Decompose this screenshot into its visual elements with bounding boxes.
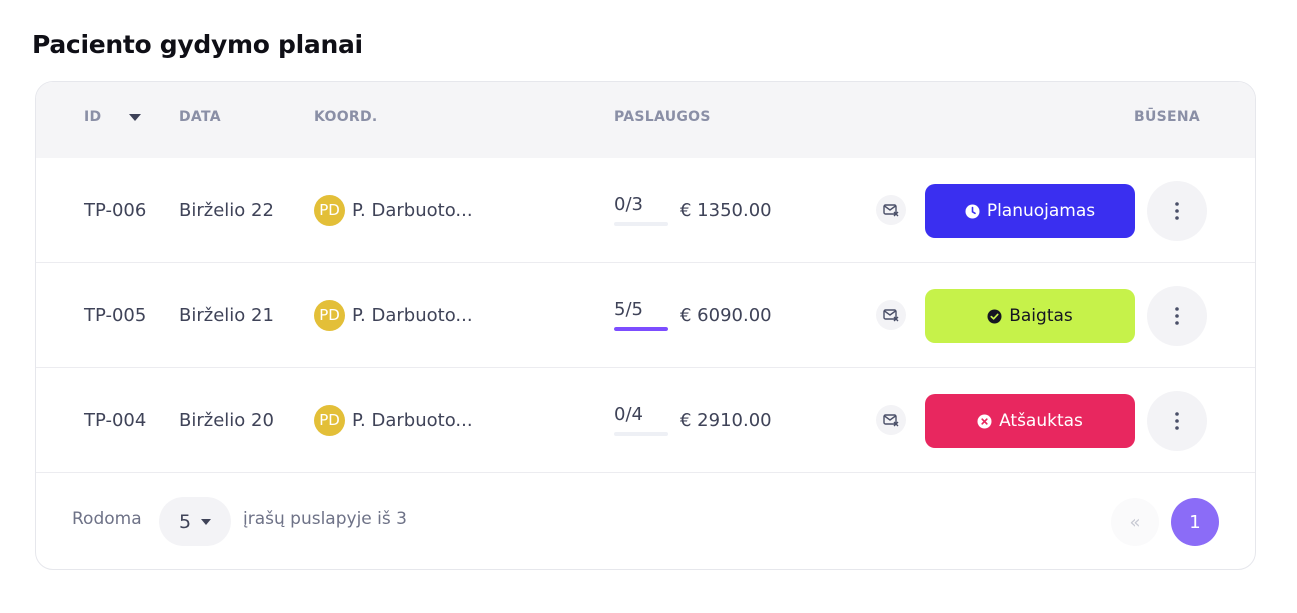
avatar: PD (314, 404, 345, 436)
services-progress: 0/3 (614, 158, 668, 262)
plan-date: Birželio 21 (179, 304, 274, 326)
status-label: Atšauktas (999, 411, 1083, 431)
status-badge[interactable]: Planuojamas (925, 184, 1135, 238)
services-progress: 5/5 (614, 263, 668, 367)
status-label: Planuojamas (986, 201, 1096, 221)
coordinator-name: P. Darbuoto... (352, 304, 473, 326)
coordinator-name: P. Darbuoto... (352, 409, 473, 431)
services-progress: 0/4 (614, 368, 668, 472)
progress-bar (614, 222, 668, 226)
plan-id: TP-004 (84, 409, 147, 431)
progress-fill (614, 327, 668, 331)
more-vertical-icon (1175, 202, 1179, 220)
plan-price: € 6090.00 (680, 304, 772, 326)
caret-down-icon (201, 518, 212, 525)
table-header: ID DATA KOORD. PASLAUGOS BŪSENA (36, 82, 1255, 158)
table-row: TP-004 Birželio 20 PD P. Darbuoto... 0/4… (36, 368, 1255, 473)
avatar: PD (314, 299, 345, 331)
table-row: TP-005 Birželio 21 PD P. Darbuoto... 5/5… (36, 263, 1255, 368)
avatar: PD (314, 194, 345, 226)
progress-text: 5/5 (614, 299, 643, 320)
showing-label: Rodoma (72, 509, 142, 529)
plan-id: TP-006 (84, 199, 147, 221)
progress-bar (614, 327, 668, 331)
records-text: įrašų puslapyje iš 3 (243, 509, 407, 529)
plan-price: € 2910.00 (680, 409, 772, 431)
mail-off-icon[interactable] (876, 195, 906, 225)
mail-off-icon[interactable] (876, 405, 906, 435)
coordinator: PD P. Darbuoto... (314, 263, 473, 367)
more-vertical-icon (1175, 307, 1179, 325)
header-id-label: ID (84, 109, 102, 125)
x-circle-icon (977, 414, 992, 429)
more-actions-button[interactable] (1147, 286, 1207, 346)
more-vertical-icon (1175, 412, 1179, 430)
mail-off-icon[interactable] (876, 300, 906, 330)
coordinator: PD P. Darbuoto... (314, 158, 473, 262)
plan-date: Birželio 20 (179, 409, 274, 431)
plan-price: € 1350.00 (680, 199, 772, 221)
per-page-select[interactable]: 5 (159, 497, 231, 546)
coordinator: PD P. Darbuoto... (314, 368, 473, 472)
page-1-button[interactable]: 1 (1171, 498, 1219, 546)
header-services: PASLAUGOS (614, 109, 711, 125)
first-page-button[interactable]: « (1111, 498, 1159, 546)
check-circle-icon (987, 309, 1002, 324)
progress-bar (614, 432, 668, 436)
more-actions-button[interactable] (1147, 391, 1207, 451)
clock-icon (965, 204, 980, 219)
header-id[interactable]: ID (84, 109, 142, 125)
table-footer: Rodoma 5 įrašų puslapyje iš 3 « 1 (36, 474, 1255, 569)
plan-id: TP-005 (84, 304, 147, 326)
plan-date: Birželio 22 (179, 199, 274, 221)
header-coord: KOORD. (314, 109, 378, 125)
coordinator-name: P. Darbuoto... (352, 199, 473, 221)
header-date: DATA (179, 109, 221, 125)
double-chevron-left-icon: « (1129, 511, 1141, 533)
table-row: TP-006 Birželio 22 PD P. Darbuoto... 0/3… (36, 158, 1255, 263)
status-label: Baigtas (1009, 306, 1073, 326)
status-badge[interactable]: Baigtas (925, 289, 1135, 343)
progress-text: 0/3 (614, 194, 643, 215)
page-title: Paciento gydymo planai (32, 30, 363, 59)
treatment-plans-table: ID DATA KOORD. PASLAUGOS BŪSENA TP-006 B… (35, 81, 1256, 570)
progress-text: 0/4 (614, 404, 643, 425)
per-page-value: 5 (178, 510, 192, 533)
status-badge[interactable]: Atšauktas (925, 394, 1135, 448)
header-status: BŪSENA (1134, 109, 1201, 125)
sort-down-icon[interactable] (129, 113, 142, 121)
more-actions-button[interactable] (1147, 181, 1207, 241)
